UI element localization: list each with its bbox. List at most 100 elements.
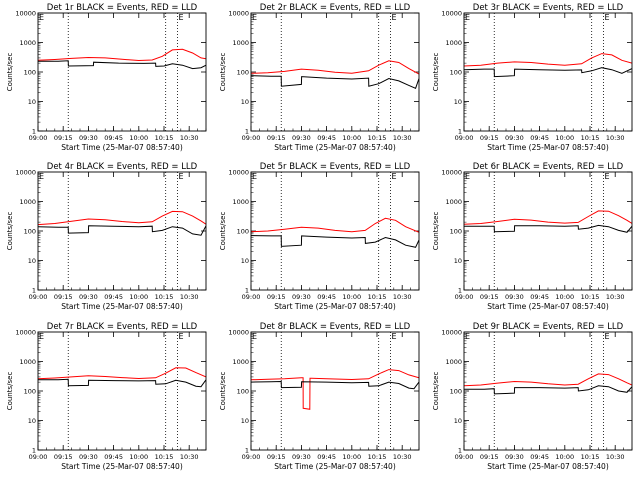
- y-tick-label: 100: [237, 388, 249, 396]
- y-tick-label: 1: [458, 128, 462, 136]
- event-marker-label: E: [465, 13, 470, 22]
- series-line-events: [38, 60, 206, 70]
- x-tick-label: 10:15: [368, 134, 387, 142]
- y-tick-label: 10: [28, 417, 36, 425]
- series-line-lld: [251, 217, 419, 233]
- y-axis-label: Counts/sec: [219, 372, 227, 411]
- y-axis-label: Counts/sec: [432, 212, 440, 251]
- y-tick-label: 1: [245, 287, 249, 295]
- x-tick-label: 10:30: [606, 453, 625, 461]
- x-axis-label: Start Time (25-Mar-07 08:57:40): [487, 302, 609, 311]
- chart-title: Det 8r BLACK = Events, RED = LLD: [260, 322, 411, 332]
- event-marker-label: E: [391, 332, 396, 341]
- y-tick-label: 100: [237, 69, 249, 77]
- series-line-lld: [464, 373, 632, 387]
- x-tick-label: 09:15: [480, 453, 499, 461]
- y-tick-label: 1000: [19, 39, 36, 47]
- x-tick-label: 09:30: [292, 453, 311, 461]
- x-tick-label: 10:30: [393, 293, 412, 301]
- y-tick-label: 10: [241, 417, 249, 425]
- chart-panel-1: Det 1r BLACK = Events, RED = LLD Counts/s…: [6, 3, 207, 152]
- y-tick-label: 10: [241, 257, 249, 265]
- y-axis-label: Counts/sec: [6, 212, 14, 251]
- x-tick-label: 10:00: [129, 134, 148, 142]
- x-axis-label: Start Time (25-Mar-07 08:57:40): [61, 302, 183, 311]
- x-tick-label: 10:00: [129, 293, 148, 301]
- chart-panel-4: Det 4r BLACK = Events, RED = LLD Counts/s…: [6, 162, 207, 311]
- y-axis-label: Counts/sec: [219, 212, 227, 251]
- x-tick-label: 09:00: [29, 293, 48, 301]
- series-line-lld: [251, 60, 419, 75]
- x-tick-label: 09:15: [267, 134, 286, 142]
- y-tick-label: 100: [24, 228, 36, 236]
- event-marker-label: E: [391, 172, 396, 181]
- plot-frame: [37, 171, 207, 291]
- chart-panel-7: Det 7r BLACK = Events, RED = LLD Counts/s…: [6, 322, 207, 471]
- x-tick-label: 10:00: [555, 453, 574, 461]
- y-axis-label: Counts/sec: [432, 53, 440, 92]
- x-tick-label: 09:45: [317, 453, 336, 461]
- x-axis-label: Start Time (25-Mar-07 08:57:40): [61, 462, 183, 471]
- series-line-events: [251, 75, 419, 89]
- x-axis-label: Start Time (25-Mar-07 08:57:40): [274, 143, 396, 152]
- y-tick-label: 1: [32, 447, 36, 455]
- y-tick-label: 1000: [19, 358, 36, 366]
- y-tick-label: 1: [32, 128, 36, 136]
- plot-frame: [37, 331, 207, 451]
- chart-panel-8: Det 8r BLACK = Events, RED = LLD Counts/s…: [219, 322, 420, 471]
- y-tick-label: 10000: [441, 169, 462, 177]
- plot-frame: [250, 331, 420, 451]
- plot-frame: [463, 331, 633, 451]
- series-line-events: [251, 235, 419, 248]
- y-tick-label: 1000: [232, 358, 249, 366]
- y-tick-label: 100: [237, 228, 249, 236]
- x-tick-label: 09:30: [79, 453, 98, 461]
- x-tick-label: 09:00: [455, 134, 474, 142]
- y-tick-label: 1: [245, 447, 249, 455]
- x-axis-label: Start Time (25-Mar-07 08:57:40): [274, 302, 396, 311]
- x-tick-label: 09:45: [104, 134, 123, 142]
- plot-frame: [463, 171, 633, 291]
- x-tick-label: 09:30: [505, 134, 524, 142]
- x-tick-label: 09:30: [505, 453, 524, 461]
- y-tick-label: 1: [458, 287, 462, 295]
- y-tick-label: 1: [245, 128, 249, 136]
- x-tick-label: 09:30: [292, 293, 311, 301]
- series-line-lld: [251, 369, 419, 410]
- y-axis-label: Counts/sec: [6, 53, 14, 92]
- x-tick-label: 10:00: [555, 134, 574, 142]
- x-tick-label: 09:15: [267, 453, 286, 461]
- series-line-lld: [38, 48, 206, 62]
- y-tick-label: 1000: [445, 198, 462, 206]
- x-tick-label: 09:45: [104, 293, 123, 301]
- x-tick-label: 09:45: [104, 453, 123, 461]
- x-tick-label: 10:30: [180, 453, 199, 461]
- x-tick-label: 09:15: [54, 453, 73, 461]
- chart-title: Det 2r BLACK = Events, RED = LLD: [260, 3, 411, 13]
- x-axis-label: Start Time (25-Mar-07 08:57:40): [274, 462, 396, 471]
- x-tick-label: 09:30: [79, 134, 98, 142]
- x-tick-label: 10:30: [180, 293, 199, 301]
- x-axis-label: Start Time (25-Mar-07 08:57:40): [61, 143, 183, 152]
- x-tick-label: 10:00: [342, 134, 361, 142]
- event-marker-label: E: [39, 332, 44, 341]
- y-tick-label: 10: [28, 98, 36, 106]
- y-tick-label: 1000: [445, 358, 462, 366]
- x-tick-label: 09:45: [530, 453, 549, 461]
- y-tick-label: 10: [454, 257, 462, 265]
- x-tick-label: 09:45: [317, 134, 336, 142]
- chart-panel-6: Det 6r BLACK = Events, RED = LLD Counts/s…: [432, 162, 633, 311]
- x-tick-label: 09:00: [29, 453, 48, 461]
- y-tick-label: 100: [24, 69, 36, 77]
- y-tick-label: 10: [28, 257, 36, 265]
- x-tick-label: 09:45: [530, 293, 549, 301]
- x-tick-label: 09:30: [505, 293, 524, 301]
- y-tick-label: 10000: [441, 10, 462, 18]
- y-tick-label: 100: [24, 388, 36, 396]
- chart-title: Det 6r BLACK = Events, RED = LLD: [473, 162, 624, 172]
- y-tick-label: 10000: [15, 329, 36, 337]
- x-tick-label: 10:30: [393, 453, 412, 461]
- event-marker-label: E: [604, 332, 609, 341]
- event-marker-label: E: [391, 13, 396, 22]
